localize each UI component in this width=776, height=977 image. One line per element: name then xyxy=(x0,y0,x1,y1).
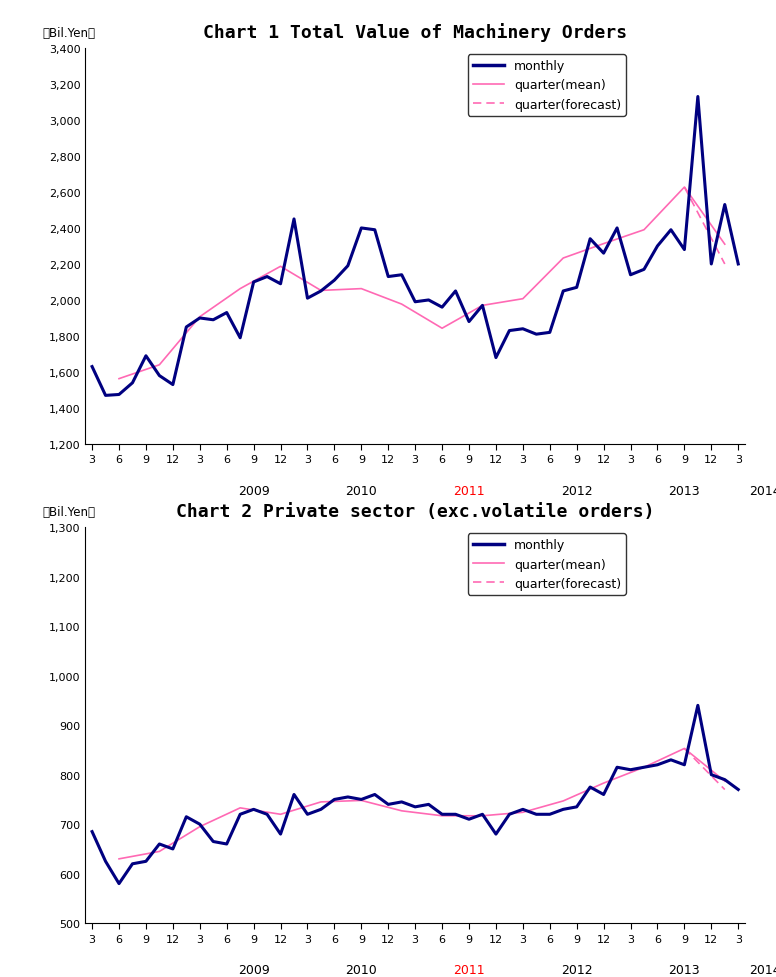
Text: 2009: 2009 xyxy=(237,963,269,976)
Text: 2010: 2010 xyxy=(345,963,377,976)
Text: 2012: 2012 xyxy=(561,484,593,497)
Text: 2011: 2011 xyxy=(453,963,485,976)
Text: 2014: 2014 xyxy=(750,963,776,976)
Text: 2014: 2014 xyxy=(750,484,776,497)
Text: 2013: 2013 xyxy=(669,484,700,497)
Text: 2010: 2010 xyxy=(345,484,377,497)
Title: Chart 2 Private sector (exc.volatile orders): Chart 2 Private sector (exc.volatile ord… xyxy=(176,502,654,521)
Text: （Bil.Yen）: （Bil.Yen） xyxy=(43,27,95,40)
Text: 2013: 2013 xyxy=(669,963,700,976)
Legend: monthly, quarter(mean), quarter(forecast): monthly, quarter(mean), quarter(forecast… xyxy=(468,533,626,595)
Text: （Bil.Yen）: （Bil.Yen） xyxy=(43,506,95,519)
Text: 2012: 2012 xyxy=(561,963,593,976)
Legend: monthly, quarter(mean), quarter(forecast): monthly, quarter(mean), quarter(forecast… xyxy=(468,55,626,116)
Text: 2011: 2011 xyxy=(453,484,485,497)
Title: Chart 1 Total Value of Machinery Orders: Chart 1 Total Value of Machinery Orders xyxy=(203,22,627,42)
Text: 2009: 2009 xyxy=(237,484,269,497)
